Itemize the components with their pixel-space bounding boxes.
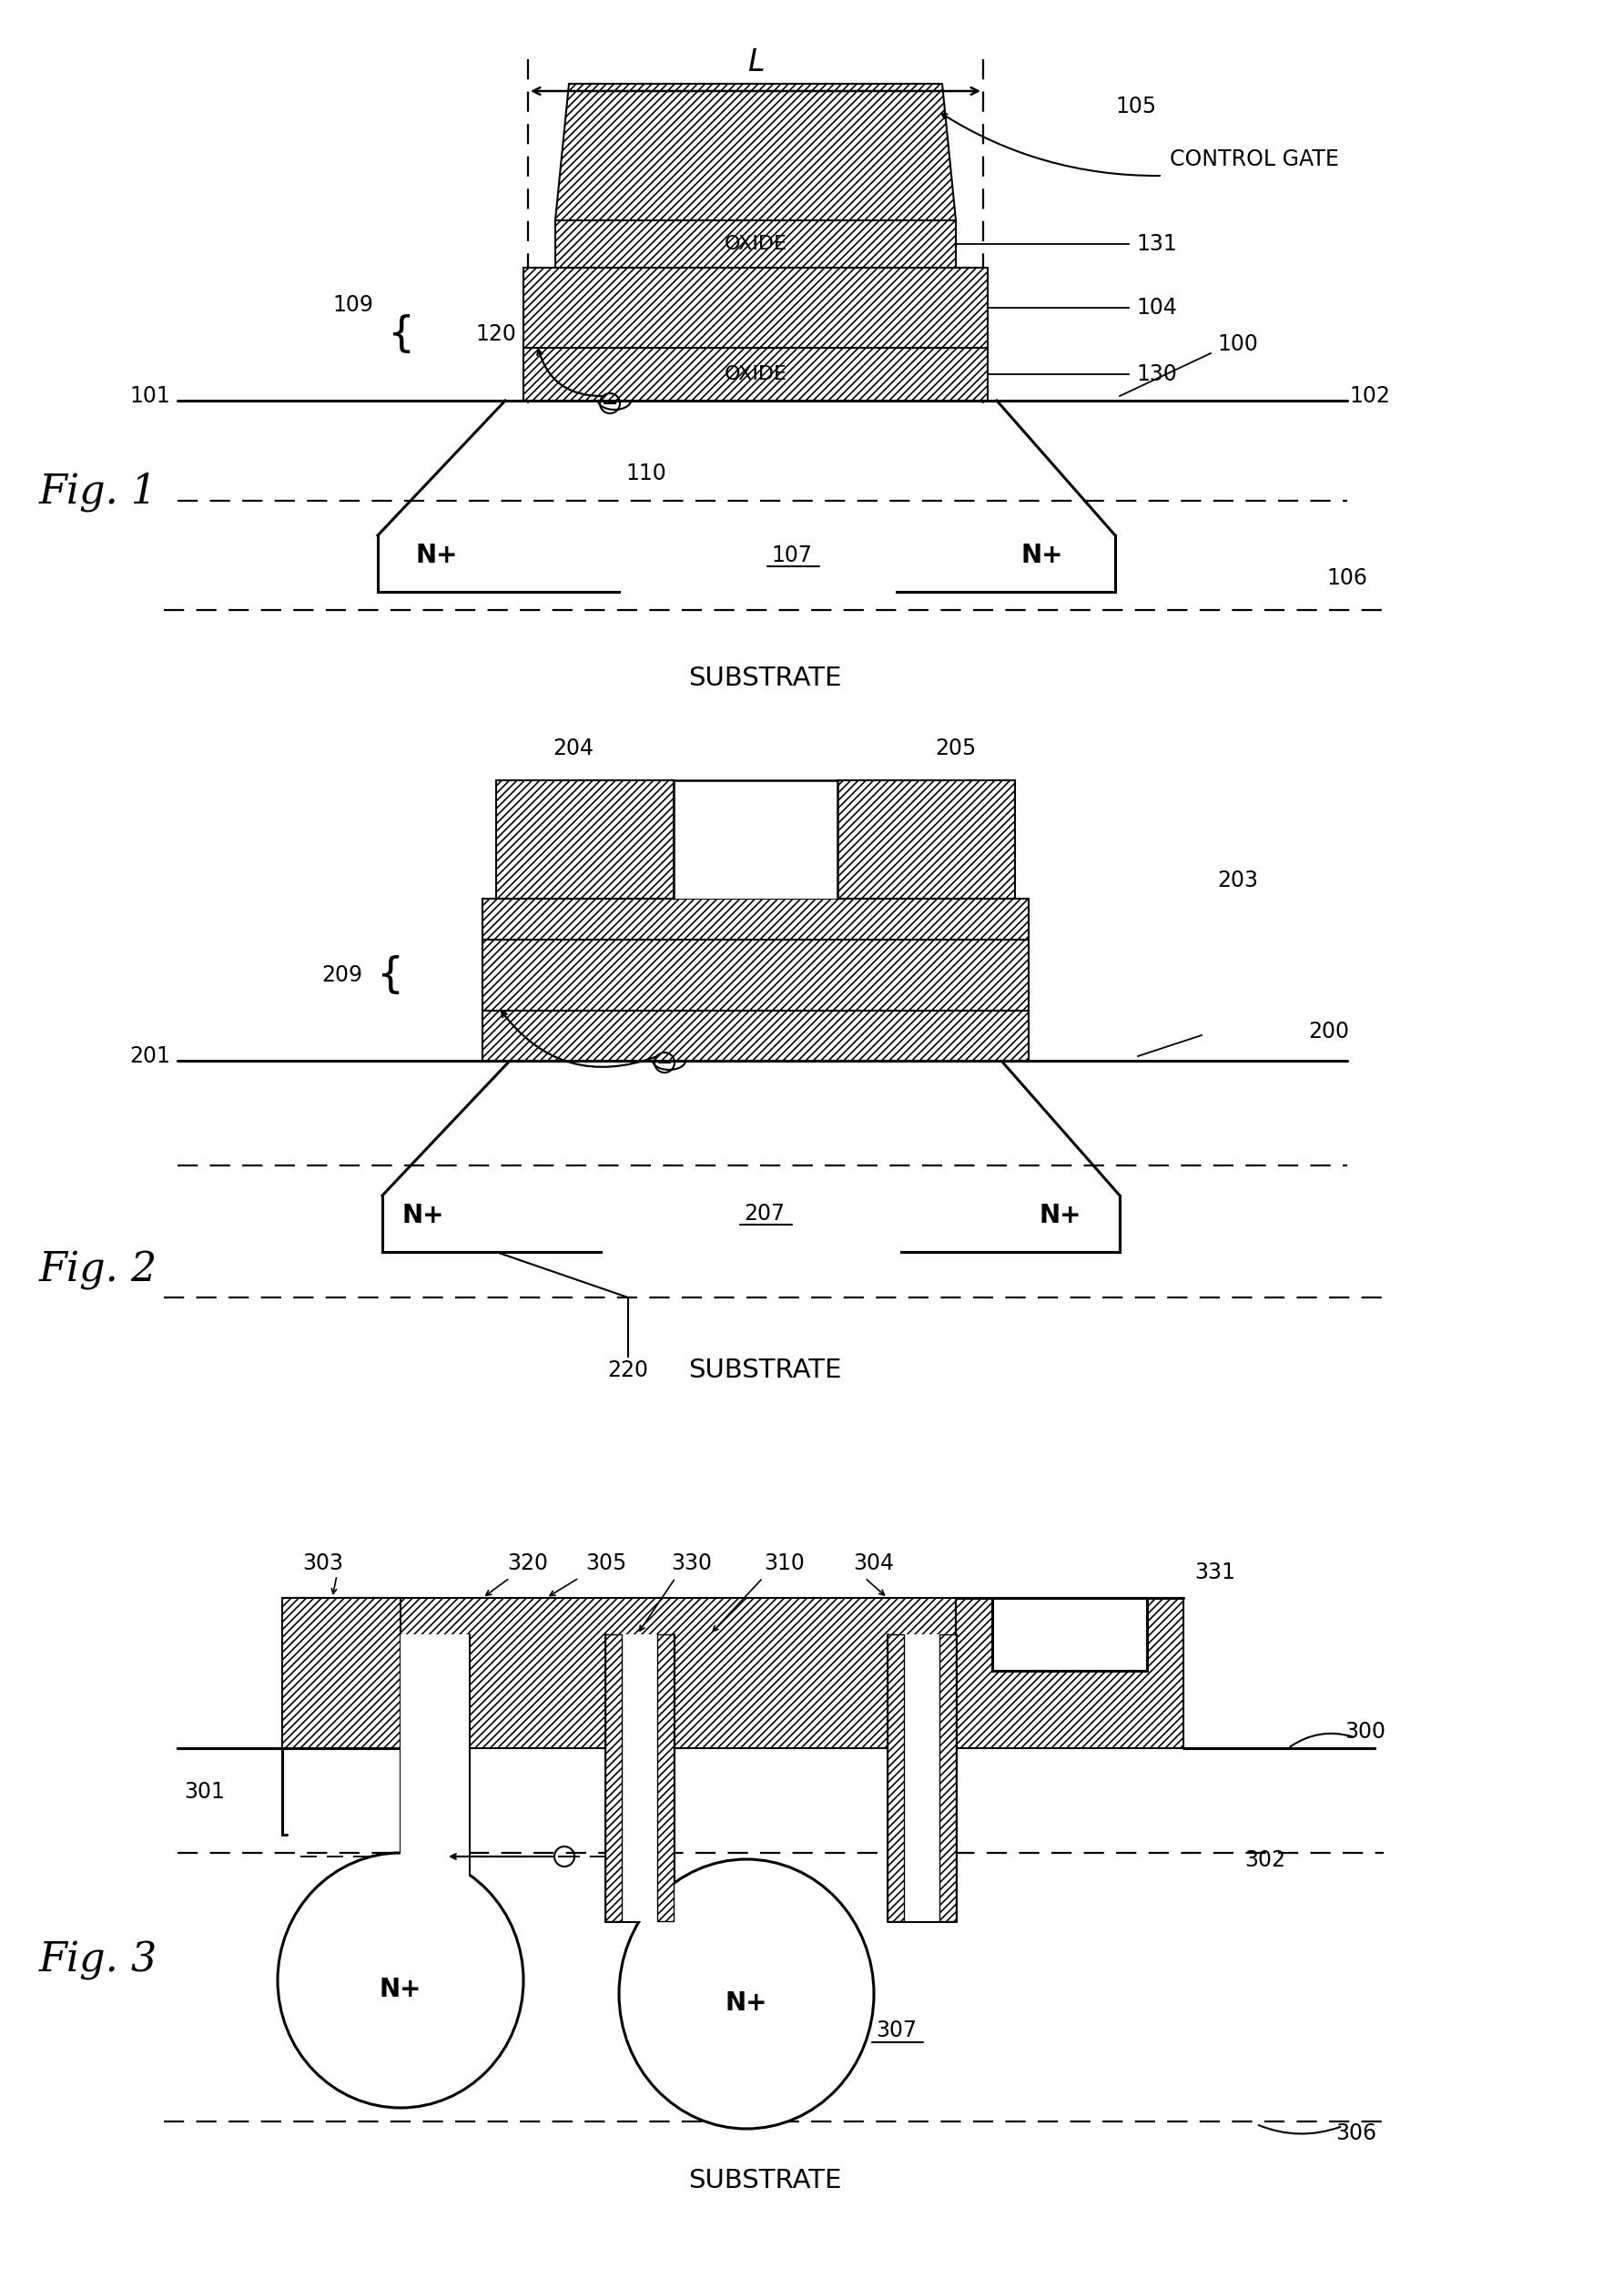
- Bar: [523, 348, 987, 401]
- Bar: [606, 1634, 674, 1920]
- Text: 320: 320: [507, 1552, 549, 1575]
- Text: N+: N+: [1021, 542, 1064, 568]
- Text: OXIDE: OXIDE: [724, 366, 788, 382]
- Text: Fig. 3: Fig. 3: [39, 1941, 158, 1980]
- Bar: [606, 1634, 622, 1920]
- Text: 107: 107: [771, 545, 812, 565]
- Text: N+: N+: [726, 1991, 768, 2017]
- Bar: [674, 781, 838, 900]
- Text: N+: N+: [380, 1978, 422, 2003]
- Text: N+: N+: [1039, 1202, 1082, 1229]
- Bar: [523, 268, 987, 348]
- Bar: [939, 1634, 957, 1920]
- Text: 102: 102: [1350, 385, 1390, 407]
- Bar: [482, 900, 1028, 941]
- Text: 330: 330: [671, 1552, 713, 1575]
- Polygon shape: [555, 85, 957, 220]
- Text: 306: 306: [1337, 2122, 1377, 2145]
- Text: 106: 106: [1327, 568, 1367, 588]
- Ellipse shape: [278, 1852, 523, 2108]
- Text: 203: 203: [1218, 870, 1259, 890]
- Bar: [283, 1598, 401, 1749]
- Text: SUBSTRATE: SUBSTRATE: [689, 666, 841, 691]
- Text: 101: 101: [130, 385, 171, 407]
- Text: 204: 204: [554, 737, 594, 760]
- Ellipse shape: [619, 1859, 874, 2129]
- Bar: [283, 1598, 957, 1749]
- Text: 310: 310: [765, 1552, 806, 1575]
- Text: 105: 105: [1116, 96, 1156, 117]
- Text: 301: 301: [185, 1781, 226, 1804]
- Bar: [658, 1634, 674, 1920]
- Text: 303: 303: [302, 1552, 344, 1575]
- Text: 307: 307: [877, 2019, 918, 2042]
- Bar: [838, 781, 1015, 900]
- Text: 304: 304: [854, 1552, 895, 1575]
- Bar: [888, 1634, 905, 1920]
- Text: 130: 130: [1137, 364, 1177, 385]
- Text: 300: 300: [1345, 1721, 1385, 1742]
- Text: 104: 104: [1137, 298, 1177, 318]
- Text: {: {: [375, 955, 403, 996]
- Text: 205: 205: [935, 737, 976, 760]
- Bar: [957, 1598, 1184, 1749]
- Bar: [495, 781, 674, 900]
- Text: 209: 209: [322, 964, 362, 987]
- Text: 302: 302: [1246, 1850, 1286, 1870]
- Text: 109: 109: [333, 293, 374, 316]
- Text: 220: 220: [607, 1360, 648, 1380]
- Text: N+: N+: [416, 542, 458, 568]
- Text: 200: 200: [1309, 1021, 1350, 1041]
- Bar: [482, 941, 1028, 1012]
- Text: 305: 305: [586, 1552, 627, 1575]
- Bar: [555, 220, 957, 268]
- Text: 331: 331: [1195, 1561, 1236, 1584]
- Text: 120: 120: [476, 323, 516, 346]
- Text: SUBSTRATE: SUBSTRATE: [689, 1357, 841, 1383]
- Text: N+: N+: [403, 1202, 445, 1229]
- Text: Fig. 2: Fig. 2: [39, 1250, 158, 1289]
- Bar: [401, 1634, 469, 1925]
- Text: CONTROL GATE: CONTROL GATE: [1169, 149, 1338, 169]
- Text: Fig. 1: Fig. 1: [39, 472, 158, 510]
- Text: 100: 100: [1218, 334, 1259, 355]
- Text: SUBSTRATE: SUBSTRATE: [689, 2168, 841, 2193]
- Bar: [482, 1012, 1028, 1060]
- Bar: [992, 1598, 1147, 1671]
- Text: {: {: [387, 314, 414, 355]
- Text: 207: 207: [744, 1202, 784, 1225]
- Text: 201: 201: [130, 1046, 171, 1067]
- Text: 131: 131: [1137, 233, 1177, 254]
- Text: 110: 110: [625, 462, 667, 485]
- Bar: [888, 1634, 957, 1920]
- Text: L: L: [747, 46, 763, 78]
- Text: OXIDE: OXIDE: [724, 236, 788, 254]
